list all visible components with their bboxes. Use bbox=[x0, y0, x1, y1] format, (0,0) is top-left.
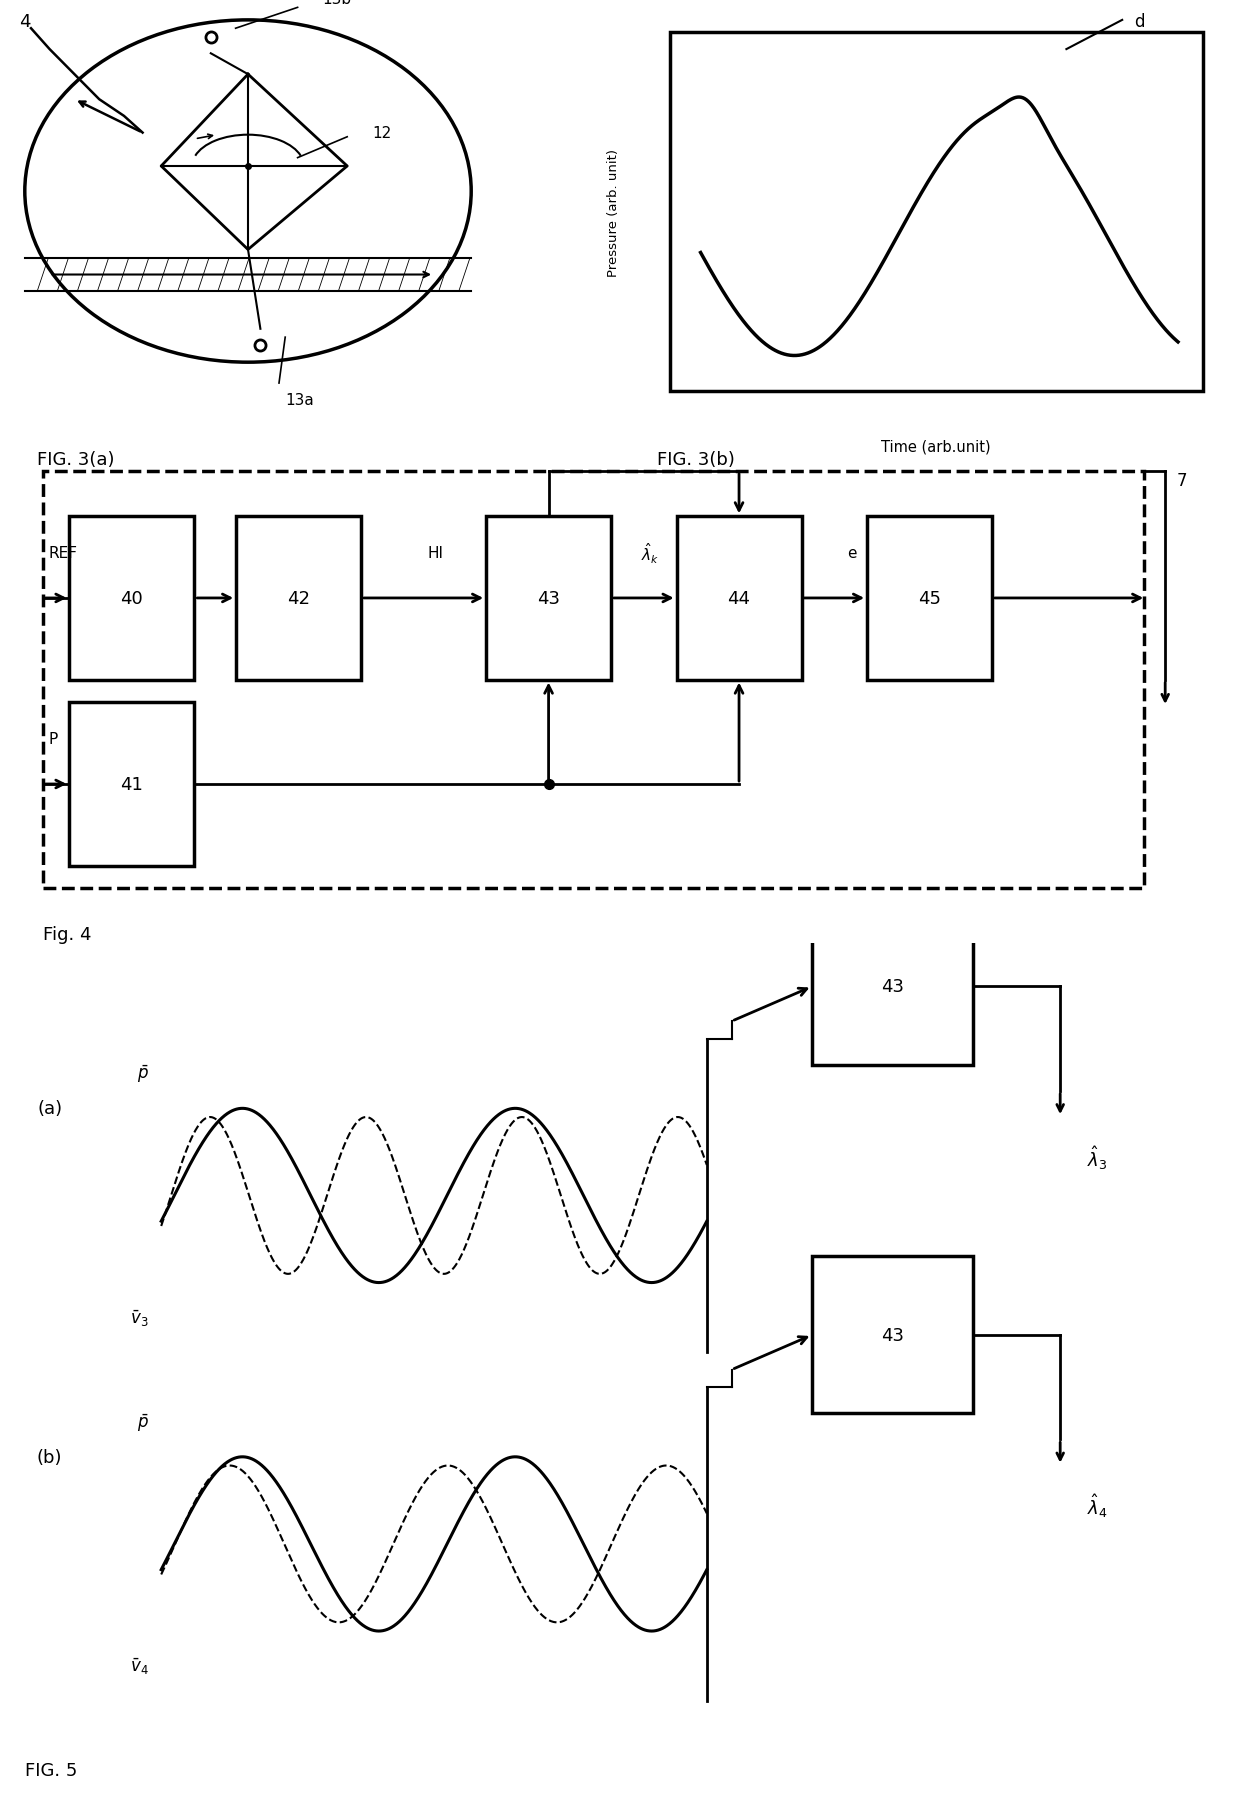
Text: $\hat{\lambda}_3$: $\hat{\lambda}_3$ bbox=[1087, 1143, 1107, 1172]
Text: 43: 43 bbox=[882, 1326, 904, 1344]
Bar bbox=[236, 517, 361, 680]
Bar bbox=[486, 517, 611, 680]
Text: e: e bbox=[847, 546, 857, 561]
Text: 43: 43 bbox=[882, 978, 904, 996]
Text: $\bar{p}$: $\bar{p}$ bbox=[136, 1063, 149, 1085]
Text: Fig. 4: Fig. 4 bbox=[42, 925, 92, 943]
Text: P: P bbox=[48, 731, 58, 747]
Text: (b): (b) bbox=[37, 1448, 62, 1466]
Text: 13b: 13b bbox=[322, 0, 351, 7]
Text: 12: 12 bbox=[372, 125, 392, 141]
Text: FIG. 3(a): FIG. 3(a) bbox=[37, 450, 114, 468]
Text: 43: 43 bbox=[537, 590, 560, 608]
Text: 45: 45 bbox=[918, 590, 941, 608]
Bar bbox=[867, 517, 992, 680]
Text: $\bar{p}$: $\bar{p}$ bbox=[136, 1411, 149, 1433]
Bar bbox=[812, 1257, 973, 1413]
Bar bbox=[812, 909, 973, 1065]
Text: FIG. 3(b): FIG. 3(b) bbox=[657, 450, 735, 468]
Text: REF: REF bbox=[48, 546, 78, 561]
Text: FIG. 5: FIG. 5 bbox=[25, 1761, 77, 1780]
Text: 41: 41 bbox=[120, 776, 144, 793]
Text: 7: 7 bbox=[1177, 472, 1188, 490]
Bar bbox=[69, 517, 195, 680]
Text: d: d bbox=[1135, 13, 1145, 31]
Text: Time (arb.unit): Time (arb.unit) bbox=[882, 439, 991, 454]
Ellipse shape bbox=[25, 20, 471, 363]
Text: HI: HI bbox=[428, 546, 444, 561]
Text: $\bar{v}_3$: $\bar{v}_3$ bbox=[130, 1308, 149, 1328]
Text: $\hat{\lambda}_k$: $\hat{\lambda}_k$ bbox=[641, 541, 658, 566]
Text: 4: 4 bbox=[19, 13, 30, 31]
Text: Pressure (arb. unit): Pressure (arb. unit) bbox=[608, 149, 620, 278]
Text: (a): (a) bbox=[37, 1099, 62, 1117]
Bar bbox=[677, 517, 801, 680]
Text: 42: 42 bbox=[288, 590, 310, 608]
Text: $\bar{v}_4$: $\bar{v}_4$ bbox=[130, 1656, 149, 1676]
Text: 13a: 13a bbox=[285, 394, 314, 408]
Text: 40: 40 bbox=[120, 590, 144, 608]
Text: $\hat{\lambda}_4$: $\hat{\lambda}_4$ bbox=[1087, 1491, 1107, 1520]
Bar bbox=[670, 33, 1203, 392]
Bar bbox=[69, 704, 195, 867]
Text: 44: 44 bbox=[728, 590, 750, 608]
